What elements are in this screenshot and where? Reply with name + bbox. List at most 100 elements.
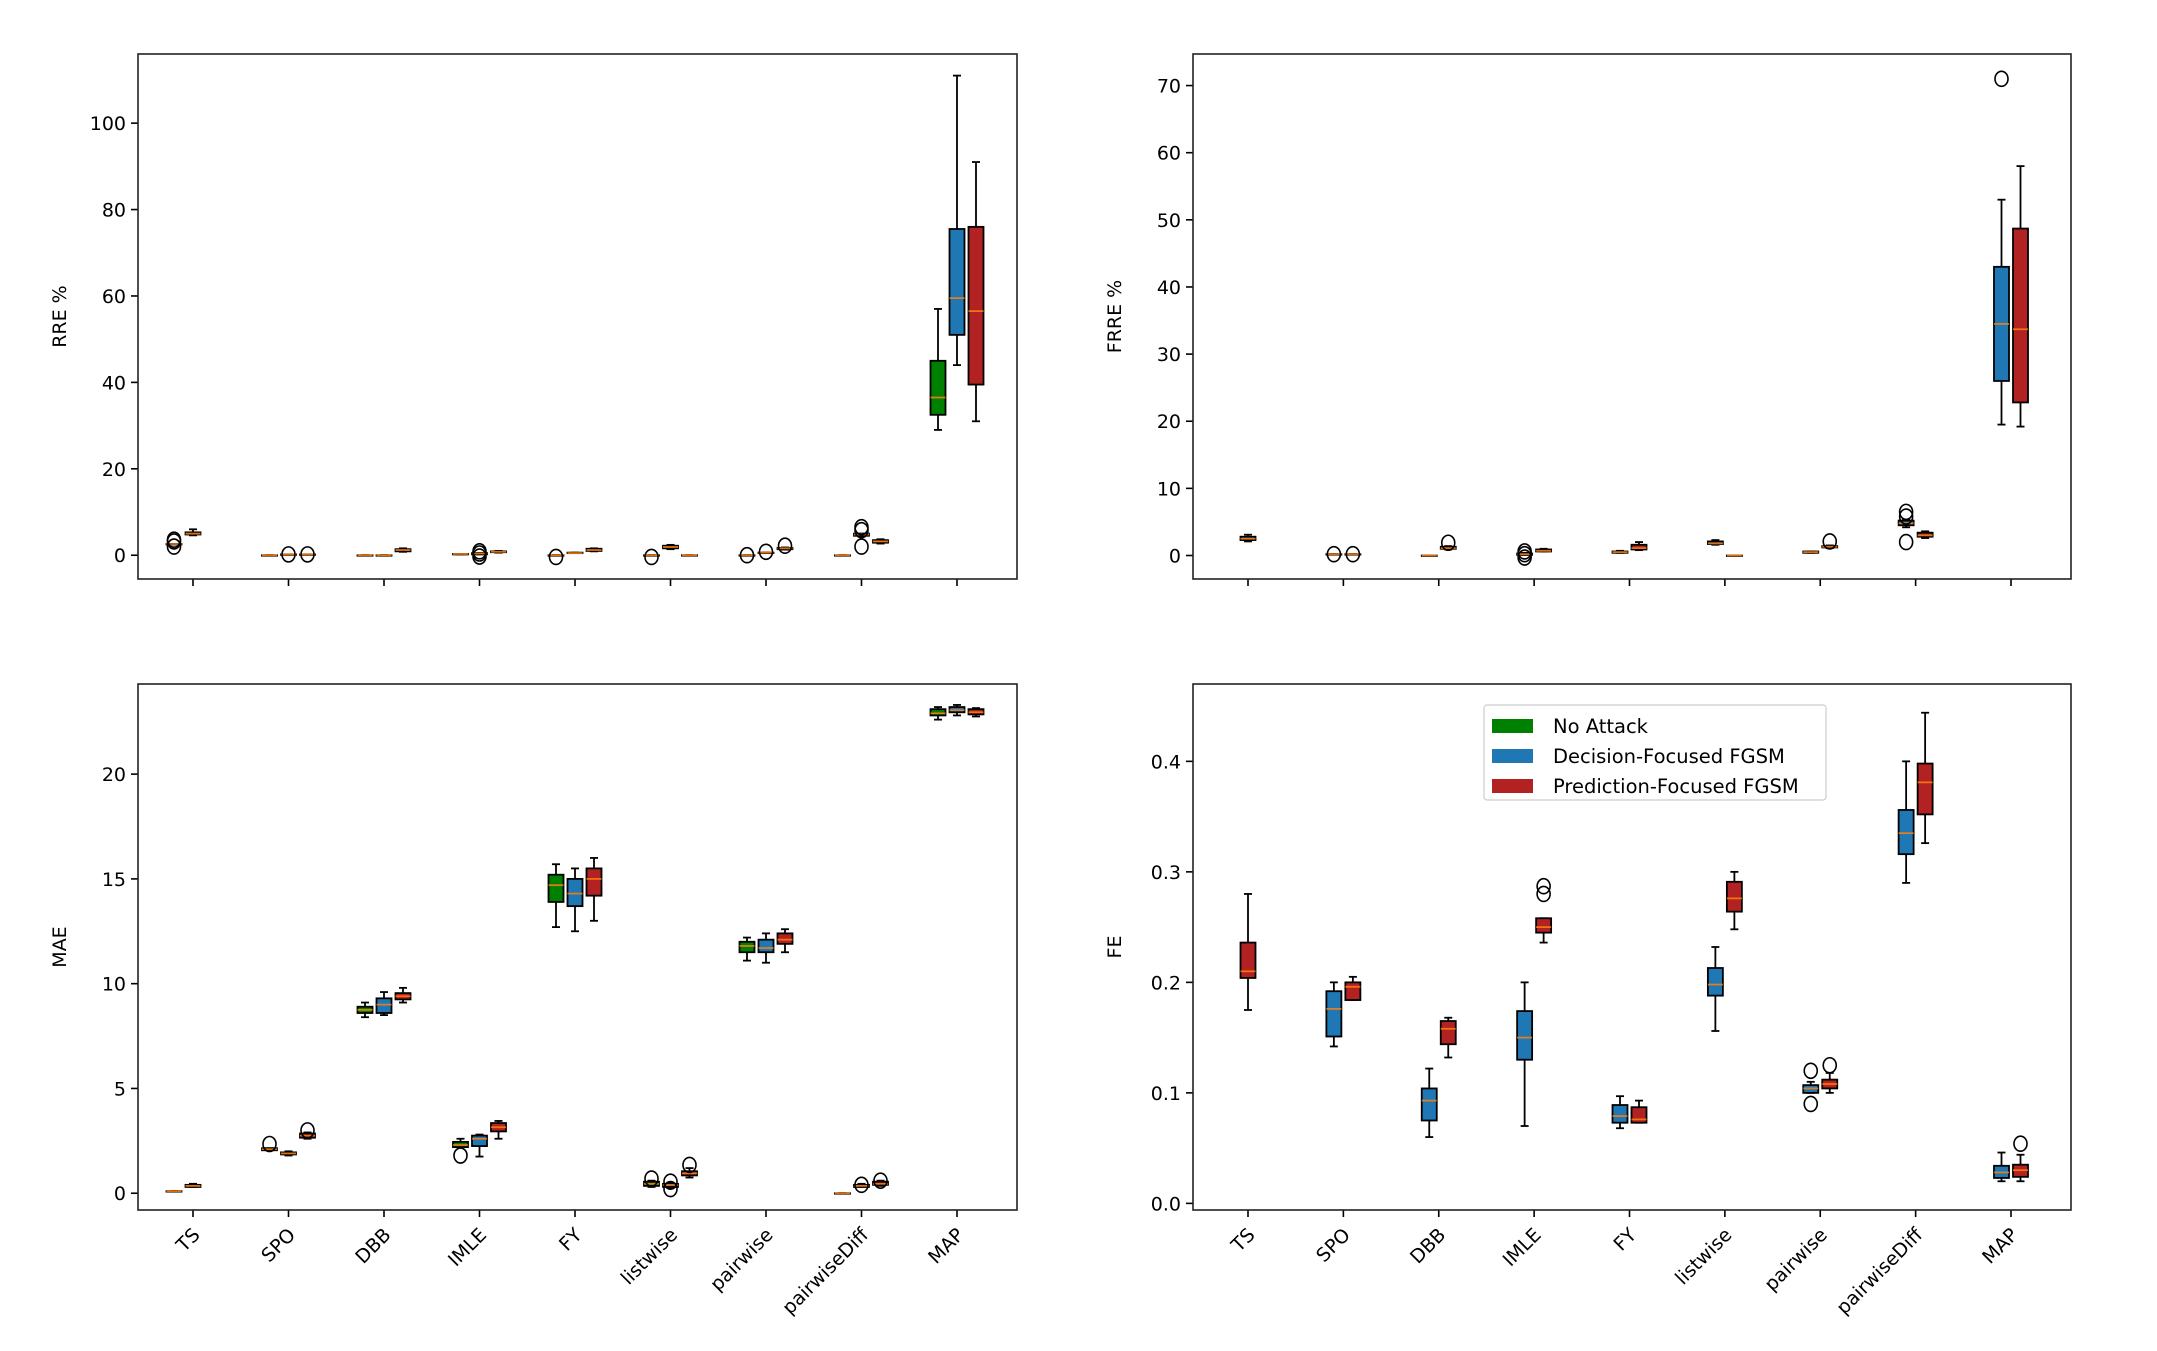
box-TS — [184, 528, 202, 537]
outlier-point — [758, 543, 774, 561]
outlier-point — [854, 538, 869, 555]
box-IMLE — [490, 1120, 507, 1140]
outlier-point — [854, 518, 869, 536]
box-listwise — [1706, 539, 1724, 546]
box-iqr — [1516, 1010, 1534, 1061]
x-tick-label: DBB — [1406, 1224, 1450, 1268]
series-prediction-focused-fgsm — [1239, 711, 2029, 1183]
outlier-point — [1898, 508, 1914, 525]
y-tick-label: 0.3 — [1151, 862, 1181, 884]
plot-frame — [137, 53, 1018, 580]
outlier-point — [1803, 1095, 1819, 1113]
outlier-point — [663, 1180, 678, 1198]
outlier-point — [1822, 1056, 1838, 1074]
box-iqr — [1239, 941, 1257, 979]
box-pairwiseDiff — [853, 1176, 870, 1194]
outlier-point — [300, 546, 315, 563]
box-listwise — [1725, 870, 1743, 931]
outlier-point — [1326, 545, 1342, 563]
box-pairwise — [1821, 533, 1839, 550]
y-tick-label: 20 — [102, 764, 126, 786]
y-tick-label: 60 — [102, 286, 126, 308]
y-tick-label: 50 — [1157, 210, 1181, 232]
outlier-point — [1536, 885, 1551, 903]
box-IMLE — [490, 550, 507, 554]
x-tick-label: FY — [555, 1224, 587, 1256]
outlier-point — [472, 543, 487, 560]
box-pairwiseDiff — [1916, 711, 1934, 845]
outlier-point — [281, 546, 296, 563]
series-no-attack — [165, 706, 947, 1195]
box-pairwiseDiff — [872, 538, 889, 545]
box-iqr — [566, 877, 584, 908]
box-MAP — [2012, 165, 2029, 428]
x-tick-label: pairwiseDiff — [778, 1223, 874, 1319]
box-pairwise — [738, 546, 756, 564]
box-FY — [1630, 541, 1648, 552]
box-SPO — [261, 554, 278, 557]
y-axis-label: FE — [1104, 936, 1126, 959]
box-iqr — [1439, 1020, 1457, 1046]
box-IMLE — [1535, 877, 1553, 944]
box-iqr — [585, 867, 603, 897]
outlier-point — [548, 548, 564, 566]
box-FY — [1611, 549, 1629, 554]
outlier-point — [682, 1156, 697, 1174]
chart-bottom-left: 0 5 10 15 20 MAE TS SPO DBB IMLE FY listwise pairwis… — [49, 683, 1018, 1319]
x-tick-label: SPO — [1312, 1224, 1355, 1267]
box-MAP — [967, 707, 985, 718]
box-iqr — [1630, 1106, 1648, 1124]
x-tick-label: IMLE — [1499, 1224, 1546, 1271]
box-IMLE — [452, 1137, 469, 1164]
y-tick-label: 15 — [102, 869, 126, 891]
box-iqr — [1630, 543, 1648, 551]
outlier-point — [1536, 877, 1551, 895]
box-listwise — [1706, 946, 1724, 1032]
series-decision-focused-fgsm — [184, 74, 966, 565]
y-tick-label: 40 — [102, 372, 126, 394]
outlier-point — [1898, 503, 1914, 521]
y-tick-label: 20 — [1157, 411, 1181, 433]
outlier-point — [739, 546, 755, 564]
box-DBB — [1420, 1067, 1438, 1138]
box-SPO — [1325, 545, 1343, 563]
box-pairwiseDiff — [1897, 760, 1915, 884]
box-MAP — [1993, 1151, 2010, 1183]
box-listwise — [643, 548, 660, 566]
box-pairwise — [1802, 1062, 1820, 1113]
box-pairwise — [776, 928, 794, 954]
box-iqr — [948, 228, 966, 336]
chart-top-left: 0 20 40 60 80 100 RRE % — [49, 53, 1018, 586]
x-tick-label: MAP — [924, 1224, 968, 1268]
box-MAP — [929, 308, 947, 431]
outlier-point — [166, 538, 182, 555]
box-pairwise — [757, 543, 775, 561]
y-tick-label: 100 — [90, 113, 126, 135]
x-tick-label: DBB — [351, 1224, 395, 1268]
y-tick-label: 30 — [1157, 344, 1181, 366]
box-IMLE — [471, 543, 488, 565]
box-iqr — [1897, 809, 1915, 856]
x-tick-label: TS — [1227, 1224, 1260, 1257]
box-SPO — [1325, 981, 1343, 1048]
box-iqr — [2012, 227, 2029, 404]
box-pairwiseDiff — [872, 1172, 889, 1189]
y-tick-label: 40 — [1157, 277, 1181, 299]
box-DBB — [1439, 534, 1457, 552]
outlier-point — [1898, 533, 1914, 551]
box-MAP — [948, 74, 966, 367]
box-MAP — [967, 161, 985, 423]
y-axis-label: RRE % — [49, 285, 71, 348]
series-decision-focused-fgsm — [184, 704, 966, 1198]
legend-label: No Attack — [1553, 715, 1649, 738]
box-pairwiseDiff — [834, 1192, 851, 1195]
box-FY — [547, 548, 565, 566]
box-iqr — [1725, 880, 1743, 913]
box-DBB — [375, 554, 393, 557]
box-SPO — [280, 546, 297, 563]
chart-top-right: 0 10 20 30 40 50 60 70 FRRE % — [1104, 53, 2072, 586]
legend-label: Prediction-Focused FGSM — [1553, 775, 1799, 798]
box-IMLE — [452, 553, 469, 556]
box-iqr — [471, 1134, 488, 1147]
box-iqr — [738, 940, 756, 954]
